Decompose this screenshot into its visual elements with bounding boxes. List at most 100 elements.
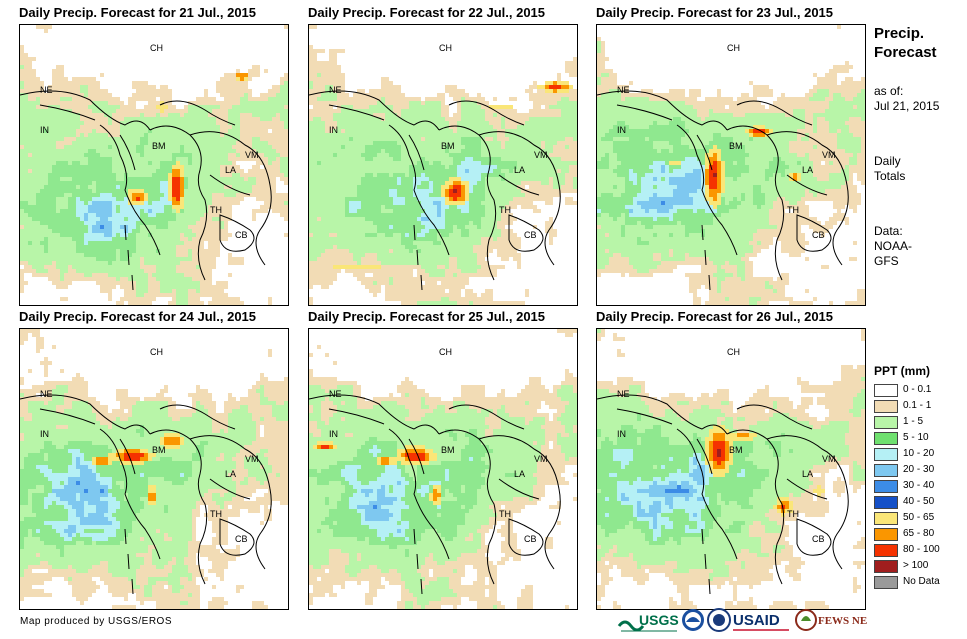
legend-row: 65 - 80: [874, 526, 967, 542]
border-line: [408, 134, 425, 171]
border-line: [676, 428, 738, 560]
border-line: [696, 438, 713, 475]
precip-raster: [309, 329, 577, 609]
border-line: [448, 100, 525, 126]
border-line: [448, 404, 525, 430]
panel-title: Daily Precip. Forecast for 25 Jul., 2015: [308, 308, 598, 328]
country-label-th: TH: [787, 205, 799, 215]
country-label-cb: CB: [812, 230, 825, 240]
border-line: [786, 478, 828, 500]
border-line: [209, 478, 251, 500]
border-line: [124, 528, 134, 595]
country-label-bm: BM: [152, 445, 166, 455]
border-line: [478, 131, 561, 266]
border-line: [498, 478, 540, 500]
border-line: [388, 428, 450, 560]
precip-raster: [597, 329, 865, 609]
forecast-panel-jul-26: Daily Precip. Forecast for 26 Jul., 2015…: [596, 308, 886, 614]
country-label-bm: BM: [441, 445, 455, 455]
country-label-th: TH: [787, 509, 799, 519]
legend-label: 40 - 50: [903, 496, 934, 508]
legend-row: 50 - 65: [874, 510, 967, 526]
forecast-panel-jul-22: Daily Precip. Forecast for 22 Jul., 2015…: [308, 4, 598, 310]
legend-label: > 100: [903, 560, 928, 572]
border-line: [20, 90, 151, 131]
country-label-ne: NE: [617, 85, 630, 95]
map-info-sidebar: Precip. Forecast as of: Jul 21, 2015 Dai…: [874, 24, 967, 269]
sponsor-logos: USGS USAID FEWS NET: [617, 606, 867, 636]
country-label-cb: CB: [235, 230, 248, 240]
legend-swatch: [874, 495, 898, 509]
sidebar-title-line2: Forecast: [874, 43, 967, 62]
country-label-in: IN: [329, 429, 338, 439]
precip-map: CH NE IN BM LA VM TH CB: [19, 328, 289, 610]
country-label-ch: CH: [727, 347, 740, 357]
country-label-ch: CH: [439, 43, 452, 53]
precip-raster: [597, 25, 865, 305]
sidebar-title-line1: Precip.: [874, 24, 967, 43]
border-line: [696, 134, 713, 171]
border-line: [124, 224, 134, 291]
border-line: [616, 104, 673, 121]
country-label-la: LA: [225, 469, 236, 479]
country-label-la: LA: [802, 165, 813, 175]
fewsnet-logo: FEWS NET: [795, 609, 867, 631]
data-source-line3: GFS: [874, 254, 967, 269]
forecast-panel-jul-21: Daily Precip. Forecast for 21 Jul., 2015…: [19, 4, 309, 310]
country-label-vm: VM: [822, 150, 836, 160]
panel-title: Daily Precip. Forecast for 22 Jul., 2015: [308, 4, 598, 24]
border-line: [413, 528, 423, 595]
forecast-panel-jul-24: Daily Precip. Forecast for 24 Jul., 2015…: [19, 308, 309, 614]
border-line: [597, 90, 728, 131]
country-label-in: IN: [617, 125, 626, 135]
legend-row: 0.1 - 1: [874, 398, 967, 414]
legend-swatch: [874, 431, 898, 445]
legend-row: 10 - 20: [874, 446, 967, 462]
panel-title: Daily Precip. Forecast for 24 Jul., 2015: [19, 308, 309, 328]
border-line: [99, 428, 161, 560]
totals-line1: Daily: [874, 154, 967, 169]
border-line: [736, 100, 813, 126]
country-label-th: TH: [499, 205, 511, 215]
legend-row: 0 - 0.1: [874, 382, 967, 398]
legend-row: 80 - 100: [874, 542, 967, 558]
legend-swatch: [874, 575, 898, 589]
border-line: [408, 438, 425, 475]
border-line: [438, 429, 497, 585]
border-line: [20, 394, 151, 435]
border-line: [189, 435, 272, 570]
legend-swatch: [874, 527, 898, 541]
asof-date: Jul 21, 2015: [874, 99, 967, 114]
legend-swatch: [874, 543, 898, 557]
border-line: [149, 429, 208, 585]
country-label-ch: CH: [727, 43, 740, 53]
precip-map: CH NE IN BM LA VM TH CB: [596, 24, 866, 306]
legend-label: 0 - 0.1: [903, 384, 931, 396]
panel-title: Daily Precip. Forecast for 21 Jul., 2015: [19, 4, 309, 24]
border-line: [119, 438, 136, 475]
border-line: [159, 100, 236, 126]
legend-swatch: [874, 399, 898, 413]
legend-label: 10 - 20: [903, 448, 934, 460]
legend-swatch: [874, 447, 898, 461]
country-label-ne: NE: [40, 389, 53, 399]
legend-label: 50 - 65: [903, 512, 934, 524]
border-line: [597, 394, 728, 435]
legend-row: > 100: [874, 558, 967, 574]
precip-map: CH NE IN BM LA VM TH CB: [308, 24, 578, 306]
usaid-logo: USAID: [733, 612, 789, 631]
country-label-vm: VM: [534, 454, 548, 464]
legend-label: 80 - 100: [903, 544, 940, 556]
border-line: [796, 518, 832, 556]
border-line: [438, 125, 497, 281]
legend-row: 40 - 50: [874, 494, 967, 510]
border-line: [309, 90, 440, 131]
country-label-ch: CH: [150, 347, 163, 357]
border-line: [413, 224, 423, 291]
border-line: [149, 125, 208, 281]
country-label-la: LA: [514, 165, 525, 175]
legend-label: 1 - 5: [903, 416, 923, 428]
legend-swatch: [874, 383, 898, 397]
border-line: [219, 518, 255, 556]
legend-label: 20 - 30: [903, 464, 934, 476]
